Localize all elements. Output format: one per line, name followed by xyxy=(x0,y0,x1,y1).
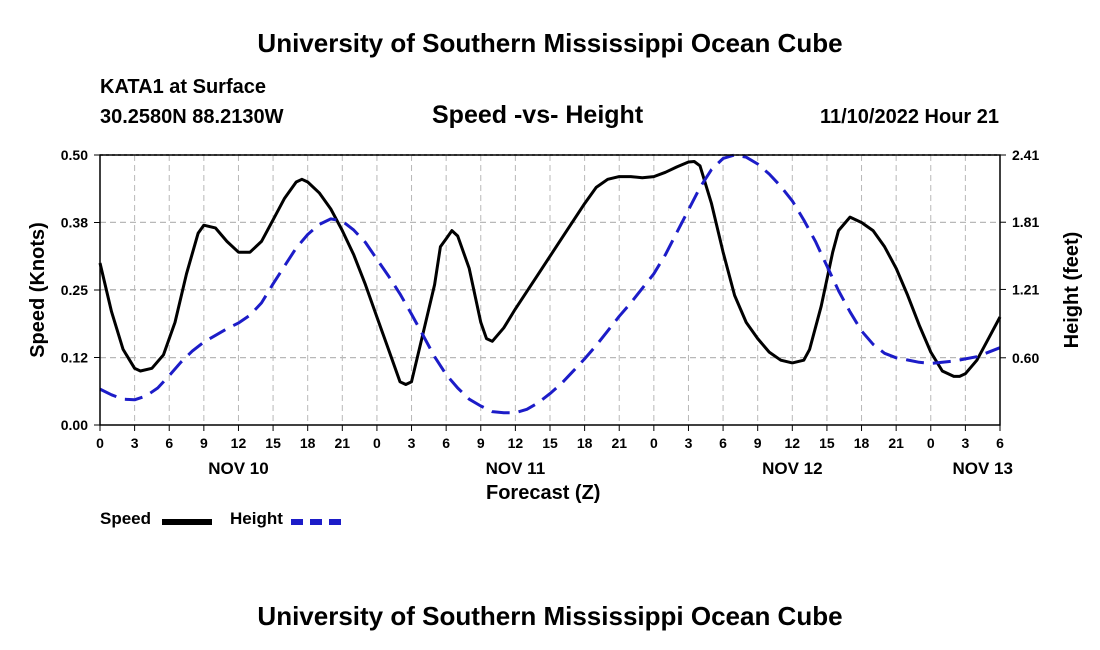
y2-axis-label: Height (feet) xyxy=(1061,232,1083,349)
height-series-line xyxy=(99,153,1001,415)
x-tick-label: 3 xyxy=(131,435,139,451)
x-tick-label: 21 xyxy=(611,435,627,451)
y2-tick-label: 2.41 xyxy=(1012,147,1039,163)
x-tick-label: 12 xyxy=(508,435,524,451)
x-tick-label: 15 xyxy=(542,435,558,451)
page-title: University of Southern Mississippi Ocean… xyxy=(257,28,843,58)
x-tick-label: 21 xyxy=(335,435,351,451)
y-tick-label: 0.12 xyxy=(61,350,88,366)
x-tick-label: 3 xyxy=(408,435,416,451)
x-tick-label: 3 xyxy=(961,435,969,451)
y2-tick-label: 1.81 xyxy=(1012,214,1039,230)
x-tick-label: 12 xyxy=(231,435,247,451)
x-tick-label: 0 xyxy=(96,435,104,451)
x-tick-label: 21 xyxy=(888,435,904,451)
x-tick-label: 6 xyxy=(719,435,727,451)
x-tick-label: 15 xyxy=(819,435,835,451)
x-tick-label: 6 xyxy=(996,435,1004,451)
x-day-label: NOV 11 xyxy=(486,459,546,478)
x-tick-label: 0 xyxy=(650,435,658,451)
speed-series-line xyxy=(98,160,1002,386)
legend-label-height: Height xyxy=(230,509,283,528)
y2-tick-label: 0.60 xyxy=(1012,350,1039,366)
x-tick-label: 0 xyxy=(373,435,381,451)
x-tick-label: 18 xyxy=(577,435,593,451)
y-axis-label: Speed (Knots) xyxy=(27,222,49,358)
x-day-label: NOV 13 xyxy=(952,459,1012,478)
x-tick-label: 18 xyxy=(854,435,870,451)
x-tick-label: 0 xyxy=(927,435,935,451)
station-coordinates: 30.2580N 88.2130W xyxy=(100,106,284,128)
series-layer xyxy=(98,153,1002,415)
legend-label-speed: Speed xyxy=(100,509,152,528)
chart-title: Speed -vs- Height xyxy=(432,101,644,129)
x-day-label: NOV 10 xyxy=(208,459,268,478)
grid-layer xyxy=(100,154,1000,425)
legend-swatch-speed xyxy=(162,519,212,525)
axis-layer: 0 3 6 9 12 15 18 21 0 3 6 9 12 15 18 21 0 3 6 9 12 15 18 21 0 3 6 0… xyxy=(27,147,1083,478)
x-tick-label: 9 xyxy=(754,435,762,451)
x-tick-label: 3 xyxy=(685,435,693,451)
x-axis-label: Forecast (Z) xyxy=(486,482,601,504)
forecast-datetime: 11/10/2022 Hour 21 xyxy=(819,106,999,128)
x-tick-label: 15 xyxy=(265,435,281,451)
y-tick-label: 0.50 xyxy=(61,147,88,163)
footer-title: University of Southern Mississippi Ocean… xyxy=(257,601,843,631)
x-tick-label: 9 xyxy=(477,435,485,451)
x-tick-label: 6 xyxy=(442,435,450,451)
station-name: KATA1 at Surface xyxy=(100,76,266,98)
y-tick-label: 0.25 xyxy=(61,282,88,298)
y-tick-label: 0.00 xyxy=(61,417,88,433)
y2-tick-label: 1.21 xyxy=(1012,281,1039,297)
x-day-label: NOV 12 xyxy=(762,459,822,478)
x-tick-label: 18 xyxy=(300,435,316,451)
x-tick-label: 6 xyxy=(165,435,173,451)
x-tick-label: 9 xyxy=(200,435,208,451)
x-tick-label: 12 xyxy=(785,435,801,451)
legend-swatch-height xyxy=(291,519,341,525)
y-tick-label: 0.38 xyxy=(61,215,88,231)
